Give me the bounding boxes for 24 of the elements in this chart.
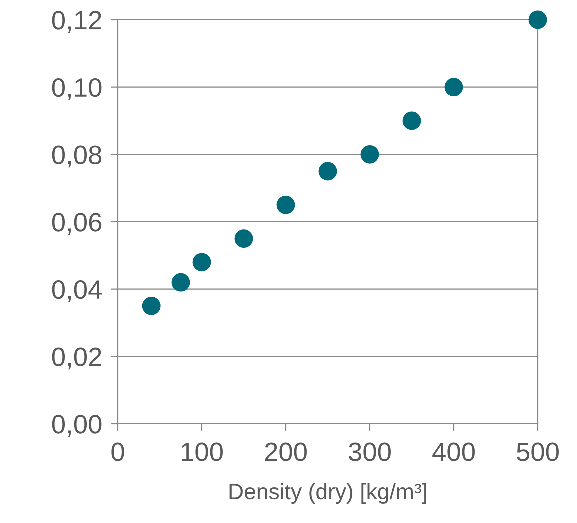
point bbox=[402, 112, 422, 130]
y-tick-label: 0,08 bbox=[52, 146, 102, 168]
point bbox=[234, 230, 254, 248]
y-tick-label: 0,06 bbox=[52, 213, 102, 235]
point bbox=[276, 196, 296, 214]
point bbox=[142, 296, 161, 316]
y-tick-label: 0,12 bbox=[52, 11, 102, 33]
y-tick-label: 0,00 bbox=[52, 415, 102, 437]
point bbox=[172, 273, 190, 292]
x-tick-label: 0 bbox=[112, 442, 124, 462]
y-tick-label: 0,10 bbox=[52, 78, 102, 100]
x-axis-title: Density (dry) [kg/m³] bbox=[230, 483, 426, 504]
point bbox=[360, 145, 380, 164]
y-tick-label: 0,02 bbox=[52, 348, 102, 370]
x-tick-label: 300 bbox=[348, 442, 391, 462]
x-tick-label: 400 bbox=[432, 442, 475, 462]
point bbox=[318, 162, 338, 181]
x-tick-label: 500 bbox=[517, 442, 559, 462]
x-tick-label: 200 bbox=[265, 442, 307, 462]
point bbox=[528, 10, 548, 30]
point bbox=[192, 253, 212, 272]
x-tick-label: 100 bbox=[182, 442, 223, 462]
point bbox=[444, 78, 464, 97]
y-tick-label: 0,04 bbox=[52, 280, 102, 302]
